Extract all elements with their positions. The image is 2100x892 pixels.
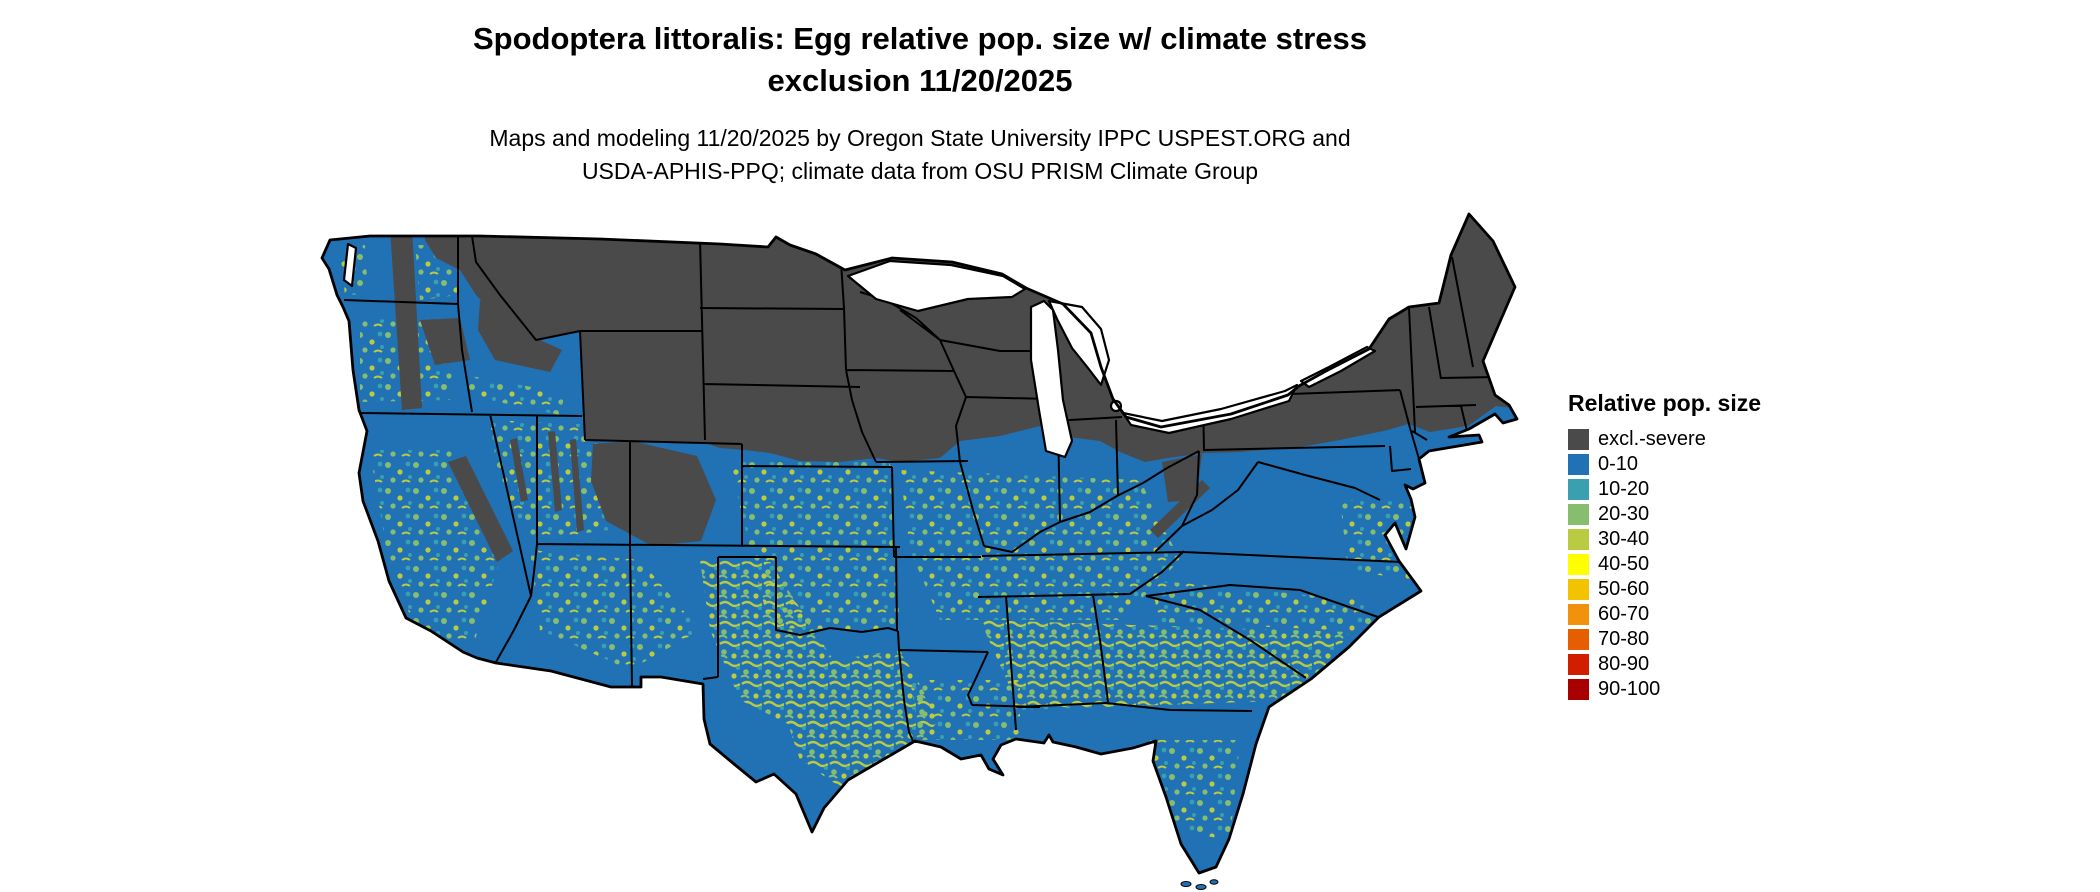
legend-label: 30-40: [1598, 528, 1650, 550]
lake-huron: [1047, 299, 1111, 387]
legend-row: 10-20: [1568, 477, 1828, 502]
legend-row: 80-90: [1568, 652, 1828, 677]
legend-row: excl.-severe: [1568, 427, 1828, 452]
legend-row: 20-30: [1568, 502, 1828, 527]
legend-row: 70-80: [1568, 627, 1828, 652]
legend-label: 40-50: [1598, 553, 1650, 575]
legend-swatch-40-50: [1568, 554, 1589, 575]
legend-title: Relative pop. size: [1568, 390, 1762, 416]
florida-keys: [1180, 879, 1219, 890]
legend-label: 0-10: [1598, 453, 1639, 475]
map-subtitle-line1: Maps and modeling 11/20/2025 by Oregon S…: [489, 125, 1351, 151]
lake-michigan: [1029, 299, 1074, 459]
map-title-line1: Spodoptera littoralis: Egg relative pop.…: [472, 21, 1368, 56]
us-map: [320, 212, 1519, 890]
map-subtitle: Maps and modeling 11/20/2025 by Oregon S…: [489, 122, 1350, 189]
map-subtitle-line2: USDA-APHIS-PPQ; climate data from OSU PR…: [581, 158, 1259, 185]
legend-label: 70-80: [1598, 628, 1650, 650]
legend-row: 60-70: [1568, 602, 1828, 627]
legend-row: 40-50: [1568, 552, 1828, 577]
legend-swatch-90-100: [1568, 679, 1589, 700]
us-outline: [320, 212, 1519, 875]
legend-label: 20-30: [1598, 503, 1650, 525]
legend-swatch-50-60: [1568, 579, 1589, 600]
legend-swatch-10-20: [1568, 479, 1589, 500]
legend-row: 50-60: [1568, 577, 1828, 602]
legend-swatch-excl-severe: [1568, 429, 1589, 450]
us-map-container: [300, 200, 1530, 892]
lakes-layer: [342, 242, 1377, 459]
state-borders: [343, 235, 1497, 742]
legend-row: 30-40: [1568, 527, 1828, 552]
legend-swatch-20-30: [1568, 504, 1589, 525]
legend-row: 90-100: [1568, 677, 1828, 702]
lake-ontario: [1299, 345, 1377, 389]
legend-swatch-30-40: [1568, 529, 1589, 550]
legend-label: 60-70: [1598, 603, 1650, 625]
legend: Relative pop. size excl.-severe 0-10 10-…: [1568, 390, 1828, 702]
legend-swatch-0-10: [1568, 454, 1589, 475]
legend-label: excl.-severe: [1598, 428, 1706, 450]
legend-swatch-60-70: [1568, 604, 1589, 625]
legend-label: 50-60: [1598, 578, 1650, 600]
legend-swatch-80-90: [1568, 654, 1589, 675]
legend-swatch-70-80: [1568, 629, 1589, 650]
lake-superior: [846, 259, 1027, 313]
map-title: Spodoptera littoralis: Egg relative pop.…: [473, 18, 1367, 102]
puget-sound: [342, 242, 358, 288]
legend-label: 90-100: [1598, 678, 1661, 700]
legend-label: 80-90: [1598, 653, 1650, 675]
legend-row: 0-10: [1568, 452, 1828, 477]
map-title-line2: exclusion 11/20/2025: [767, 62, 1073, 98]
lake-erie: [1121, 383, 1299, 435]
legend-label: 10-20: [1598, 478, 1650, 500]
